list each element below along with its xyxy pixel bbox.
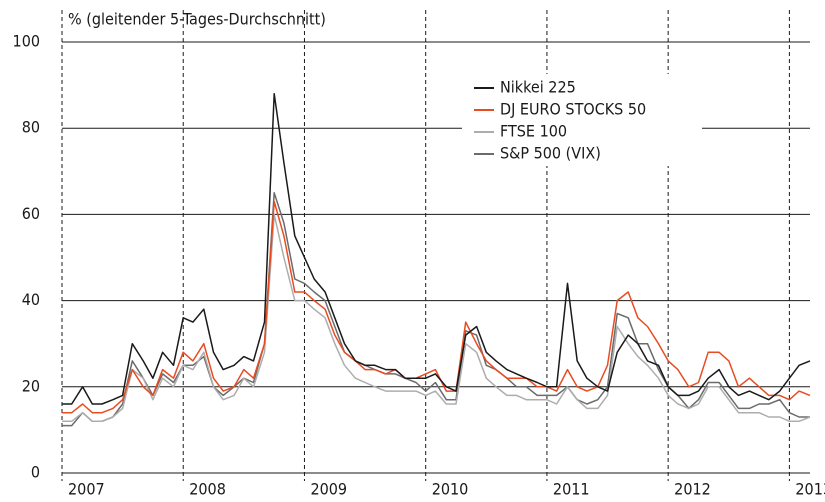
x-tick-label: 2010 bbox=[432, 480, 469, 499]
y-tick-label: 100 bbox=[13, 32, 40, 51]
y-tick-label: 60 bbox=[22, 204, 40, 223]
legend-label: Nikkei 225 bbox=[500, 78, 576, 97]
y-tick-label: 20 bbox=[22, 376, 40, 395]
legend-label: FTSE 100 bbox=[500, 122, 567, 141]
legend-label: S&P 500 (VIX) bbox=[500, 144, 601, 163]
legend-box bbox=[462, 74, 702, 166]
x-tick-label: 2008 bbox=[189, 480, 226, 499]
chart-title: % (gleitender 5-Tages-Durchschnitt) bbox=[68, 10, 326, 29]
series-line bbox=[62, 192, 810, 427]
y-tick-label: 80 bbox=[22, 118, 40, 137]
series-line bbox=[62, 92, 811, 405]
x-tick-label: 2007 bbox=[68, 480, 105, 499]
y-tick-label: 40 bbox=[22, 290, 40, 309]
y-tick-label: 0 bbox=[31, 463, 40, 482]
x-tick-label: 2012 bbox=[674, 480, 711, 499]
x-tick-label: 2009 bbox=[310, 480, 347, 499]
legend-label: DJ EURO STOCKS 50 bbox=[500, 100, 646, 119]
x-tick-label: 2013 bbox=[795, 480, 825, 499]
x-tick-label: 2011 bbox=[553, 480, 590, 499]
series-line bbox=[62, 200, 811, 414]
series-line bbox=[62, 213, 811, 423]
